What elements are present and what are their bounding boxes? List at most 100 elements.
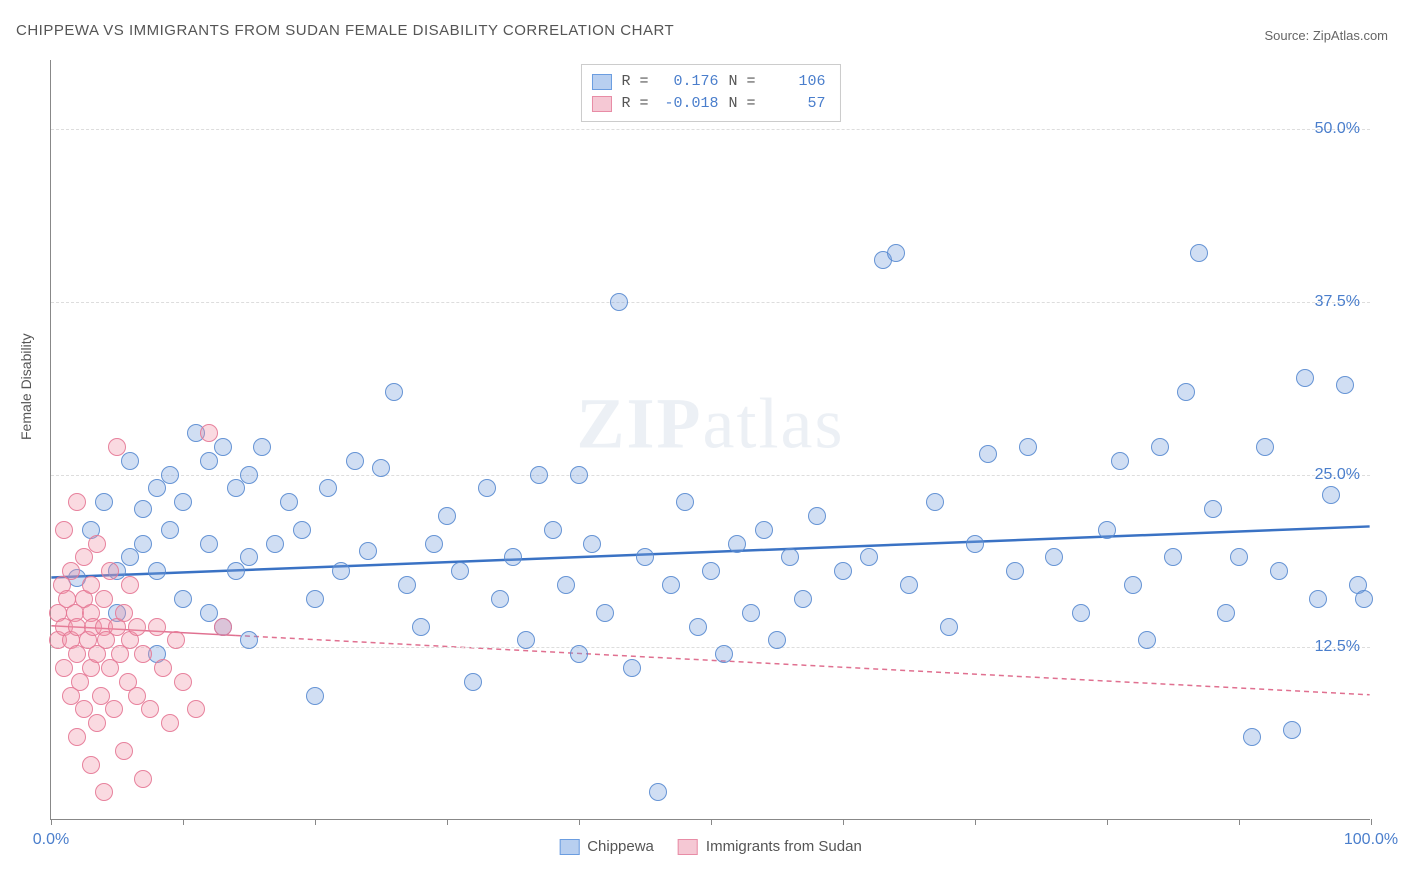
scatter-point-chippewa	[926, 493, 944, 511]
scatter-point-chippewa	[1006, 562, 1024, 580]
scatter-point-sudan	[88, 714, 106, 732]
scatter-point-chippewa	[240, 631, 258, 649]
scatter-point-chippewa	[755, 521, 773, 539]
scatter-point-chippewa	[570, 645, 588, 663]
scatter-point-chippewa	[649, 783, 667, 801]
watermark: ZIPatlas	[577, 383, 845, 466]
r-label: R =	[621, 71, 648, 93]
gridline	[51, 129, 1370, 130]
scatter-point-chippewa	[504, 548, 522, 566]
legend-swatch-sudan	[591, 96, 611, 112]
scatter-point-chippewa	[134, 535, 152, 553]
scatter-point-sudan	[55, 659, 73, 677]
scatter-point-chippewa	[306, 590, 324, 608]
chart-container: CHIPPEWA VS IMMIGRANTS FROM SUDAN FEMALE…	[0, 0, 1406, 892]
scatter-point-chippewa	[1151, 438, 1169, 456]
scatter-point-sudan	[62, 562, 80, 580]
scatter-point-sudan	[214, 618, 232, 636]
scatter-point-chippewa	[636, 548, 654, 566]
scatter-point-chippewa	[306, 687, 324, 705]
scatter-point-chippewa	[1243, 728, 1261, 746]
scatter-point-chippewa	[940, 618, 958, 636]
scatter-point-chippewa	[161, 521, 179, 539]
legend-label-sudan: Immigrants from Sudan	[706, 838, 862, 855]
series-legend: Chippewa Immigrants from Sudan	[559, 838, 862, 855]
scatter-point-chippewa	[491, 590, 509, 608]
scatter-point-chippewa	[900, 576, 918, 594]
scatter-point-chippewa	[280, 493, 298, 511]
plot-area: ZIPatlas R = 0.176 N = 106 R = -0.018 N …	[50, 60, 1370, 820]
scatter-point-chippewa	[148, 562, 166, 580]
x-tick	[579, 819, 580, 825]
scatter-point-chippewa	[979, 445, 997, 463]
scatter-point-chippewa	[1296, 369, 1314, 387]
scatter-point-sudan	[200, 424, 218, 442]
scatter-point-chippewa	[134, 500, 152, 518]
chart-title: CHIPPEWA VS IMMIGRANTS FROM SUDAN FEMALE…	[16, 22, 674, 39]
x-tick-label: 100.0%	[1344, 831, 1398, 849]
scatter-point-chippewa	[253, 438, 271, 456]
watermark-atlas: atlas	[703, 384, 845, 464]
r-label: R =	[621, 93, 648, 115]
watermark-zip: ZIP	[577, 384, 703, 464]
scatter-point-chippewa	[240, 466, 258, 484]
scatter-point-chippewa	[689, 618, 707, 636]
n-label: N =	[729, 93, 756, 115]
scatter-point-chippewa	[544, 521, 562, 539]
scatter-point-chippewa	[359, 542, 377, 560]
scatter-point-chippewa	[319, 479, 337, 497]
scatter-point-sudan	[108, 438, 126, 456]
scatter-point-chippewa	[596, 604, 614, 622]
scatter-point-chippewa	[1190, 244, 1208, 262]
trend-lines-svg	[51, 60, 1370, 819]
scatter-point-chippewa	[1019, 438, 1037, 456]
scatter-point-sudan	[167, 631, 185, 649]
x-tick	[51, 819, 52, 825]
scatter-point-chippewa	[1355, 590, 1373, 608]
scatter-point-chippewa	[148, 479, 166, 497]
scatter-point-chippewa	[662, 576, 680, 594]
scatter-point-chippewa	[398, 576, 416, 594]
scatter-point-chippewa	[728, 535, 746, 553]
gridline	[51, 302, 1370, 303]
scatter-point-sudan	[55, 521, 73, 539]
scatter-point-chippewa	[834, 562, 852, 580]
scatter-point-chippewa	[860, 548, 878, 566]
scatter-point-chippewa	[372, 459, 390, 477]
scatter-point-sudan	[88, 535, 106, 553]
x-tick	[315, 819, 316, 825]
scatter-point-sudan	[161, 714, 179, 732]
scatter-point-chippewa	[412, 618, 430, 636]
x-tick	[1239, 819, 1240, 825]
scatter-point-chippewa	[425, 535, 443, 553]
scatter-point-sudan	[95, 783, 113, 801]
scatter-point-chippewa	[385, 383, 403, 401]
legend-row-sudan: R = -0.018 N = 57	[591, 93, 825, 115]
scatter-point-chippewa	[623, 659, 641, 677]
scatter-point-sudan	[68, 728, 86, 746]
scatter-point-chippewa	[1124, 576, 1142, 594]
scatter-point-chippewa	[266, 535, 284, 553]
y-tick-label: 50.0%	[1315, 120, 1360, 138]
scatter-point-chippewa	[1322, 486, 1340, 504]
scatter-point-chippewa	[570, 466, 588, 484]
n-value-sudan: 57	[766, 93, 826, 115]
y-tick-label: 37.5%	[1315, 293, 1360, 311]
scatter-point-chippewa	[702, 562, 720, 580]
scatter-point-chippewa	[161, 466, 179, 484]
x-tick	[711, 819, 712, 825]
legend-swatch-sudan	[678, 839, 698, 855]
scatter-point-sudan	[154, 659, 172, 677]
scatter-point-chippewa	[174, 590, 192, 608]
scatter-point-chippewa	[174, 493, 192, 511]
scatter-point-chippewa	[1111, 452, 1129, 470]
scatter-point-chippewa	[676, 493, 694, 511]
scatter-point-chippewa	[887, 244, 905, 262]
scatter-point-chippewa	[1098, 521, 1116, 539]
x-tick	[1107, 819, 1108, 825]
scatter-point-chippewa	[200, 452, 218, 470]
scatter-point-chippewa	[293, 521, 311, 539]
scatter-point-chippewa	[121, 548, 139, 566]
legend-label-chippewa: Chippewa	[587, 838, 654, 855]
scatter-point-sudan	[115, 742, 133, 760]
